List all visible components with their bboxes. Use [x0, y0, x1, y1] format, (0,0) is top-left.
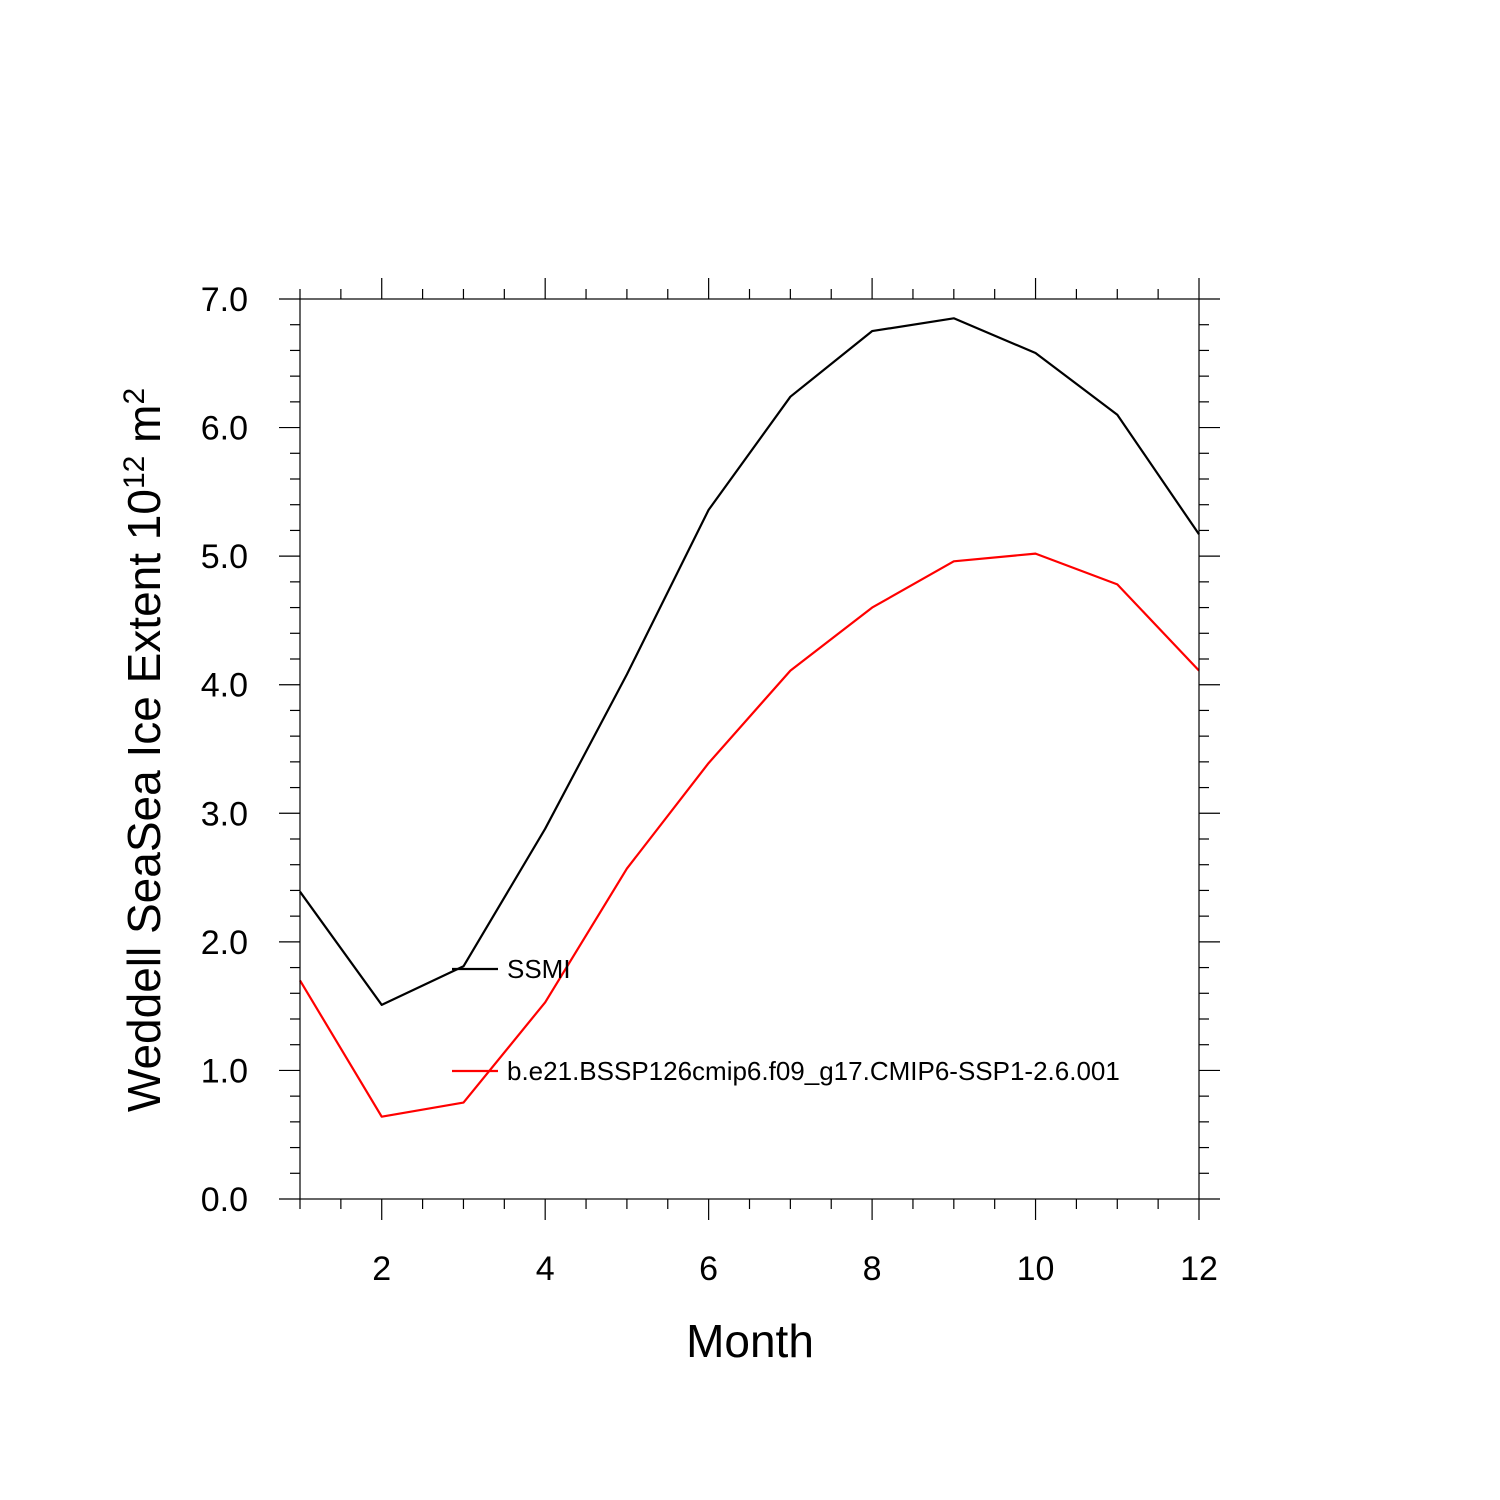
series-layer — [299, 317, 1200, 1118]
legend-label-1: SSMI — [507, 954, 571, 984]
y-tick-label: 1.0 — [201, 1052, 248, 1090]
x-tick-label: 10 — [1017, 1250, 1055, 1288]
series-line-1 — [299, 317, 1200, 1007]
major-ticks — [279, 278, 1220, 1220]
y-tick-label: 5.0 — [201, 538, 248, 576]
x-tick-label: 4 — [536, 1250, 555, 1288]
y-tick-label: 0.0 — [201, 1181, 248, 1219]
y-tick-labels: 0.0 1.0 2.0 3.0 4.0 5.0 6.0 7.0 — [201, 281, 248, 1219]
y-axis-title-exponent: 12 — [118, 456, 151, 489]
y-tick-label: 7.0 — [201, 281, 248, 319]
legend: SSMI b.e21.BSSP126cmip6.f09_g17.CMIP6-SSP… — [452, 954, 1120, 1086]
minor-ticks — [290, 289, 1209, 1209]
y-tick-label: 4.0 — [201, 667, 248, 705]
y-axis-title-text: Weddell SeaSea Ice Extent 10 — [118, 489, 170, 1112]
x-axis-title: Month — [686, 1315, 814, 1367]
y-tick-label: 2.0 — [201, 924, 248, 962]
y-tick-label: 3.0 — [201, 795, 248, 833]
y-axis-title: Weddell SeaSea Ice Extent 1012 m2 — [118, 388, 171, 1112]
plot-frame — [299, 298, 1200, 1200]
legend-label-2: b.e21.BSSP126cmip6.f09_g17.CMIP6-SSP1-2.… — [507, 1056, 1120, 1086]
y-axis-title-unit: m — [118, 405, 170, 456]
x-tick-label: 12 — [1180, 1250, 1218, 1288]
series-line-2 — [299, 552, 1200, 1118]
x-tick-label: 2 — [372, 1250, 391, 1288]
y-tick-label: 6.0 — [201, 410, 248, 448]
x-tick-labels: 2 4 6 8 10 12 — [372, 1250, 1218, 1288]
x-tick-label: 6 — [699, 1250, 718, 1288]
y-axis-title-unit-exponent: 2 — [118, 388, 151, 405]
x-tick-label: 8 — [863, 1250, 882, 1288]
